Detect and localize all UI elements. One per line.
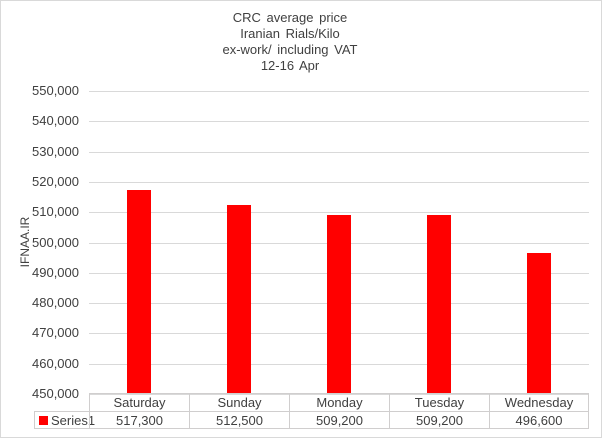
- table-header-row: Saturday Sunday Monday Tuesday Wednesday: [89, 393, 590, 411]
- bar-monday: [327, 215, 351, 394]
- y-tick-label: 550,000: [32, 83, 79, 98]
- chart-title-line-1: CRC average price: [232, 10, 348, 25]
- y-tick-label: 490,000: [32, 265, 79, 280]
- gridline: [89, 394, 589, 395]
- category-cell: Saturday: [89, 393, 189, 411]
- value-cell: 509,200: [289, 411, 389, 429]
- y-tick-label: 480,000: [32, 295, 79, 310]
- category-cell: Wednesday: [489, 393, 589, 411]
- legend-cell: Series1: [34, 411, 95, 429]
- y-tick-label: 520,000: [32, 174, 79, 189]
- legend-label: Series1: [51, 412, 96, 428]
- y-tick-label: 500,000: [32, 235, 79, 250]
- bar-sunday: [227, 205, 251, 394]
- gridline: [89, 121, 589, 122]
- chart-title-line-2: Iranian Rials/Kilo: [240, 26, 340, 41]
- series-marker-icon: [39, 415, 48, 425]
- y-tick-label: 510,000: [32, 204, 79, 219]
- bar-tuesday: [427, 215, 451, 394]
- category-cell: Tuesday: [389, 393, 489, 411]
- chart-title-line-4: 12-16 Apr: [260, 58, 320, 73]
- plot-area: [89, 91, 589, 395]
- gridline: [89, 91, 589, 92]
- y-tick-label: 470,000: [32, 325, 79, 340]
- value-cell: 496,600: [489, 411, 589, 429]
- y-tick-label: 460,000: [32, 356, 79, 371]
- table-value-row: Series1 517,300 512,500 509,200 509,200 496,…: [34, 411, 590, 429]
- value-cell: 517,300: [89, 411, 189, 429]
- gridline: [89, 182, 589, 183]
- bar-wednesday: [527, 253, 551, 394]
- value-cell: 512,500: [189, 411, 289, 429]
- y-tick-label: 530,000: [32, 144, 79, 159]
- chart-title: CRC average price Iranian Rials/Kilo ex-…: [1, 10, 601, 74]
- category-cell: Monday: [289, 393, 389, 411]
- bar-saturday: [127, 190, 151, 394]
- chart-title-line-3: ex-work/ including VAT: [222, 42, 358, 57]
- data-table: Saturday Sunday Monday Tuesday Wednesday Ser…: [34, 393, 590, 429]
- gridline: [89, 152, 589, 153]
- y-tick-label: 540,000: [32, 113, 79, 128]
- category-cell: Sunday: [189, 393, 289, 411]
- y-tick-label: 450,000: [32, 386, 79, 401]
- gridline: [89, 212, 589, 213]
- value-cell: 509,200: [389, 411, 489, 429]
